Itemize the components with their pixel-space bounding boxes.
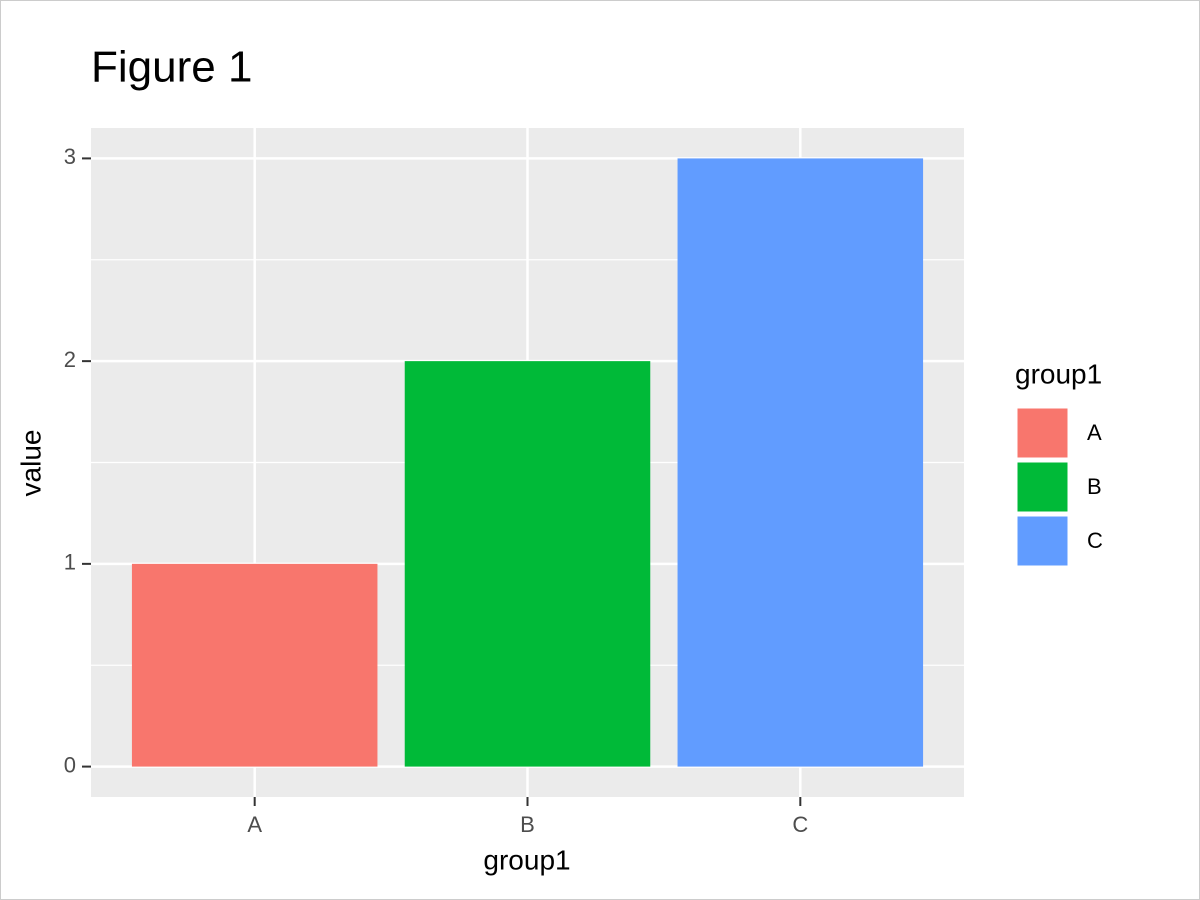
legend-label: B — [1087, 474, 1102, 499]
y-tick-label: 3 — [64, 144, 76, 169]
bar — [404, 361, 651, 767]
y-axis-title: value — [15, 430, 46, 497]
legend-label: C — [1087, 528, 1103, 553]
x-tick-label: C — [792, 812, 808, 837]
legend-key — [1016, 461, 1069, 513]
x-tick-label: A — [247, 812, 262, 837]
bar — [677, 158, 924, 767]
y-tick-label: 1 — [64, 550, 76, 575]
bar — [131, 563, 378, 767]
y-tick-label: 0 — [64, 752, 76, 777]
legend-key — [1016, 407, 1069, 459]
legend-title: group1 — [1015, 358, 1102, 389]
x-axis-title: group1 — [483, 844, 570, 875]
legend-label: A — [1087, 420, 1102, 445]
chart-title: Figure 1 — [91, 43, 252, 92]
legend-key — [1016, 515, 1069, 567]
x-tick-label: B — [520, 812, 535, 837]
y-tick-label: 2 — [64, 347, 76, 372]
